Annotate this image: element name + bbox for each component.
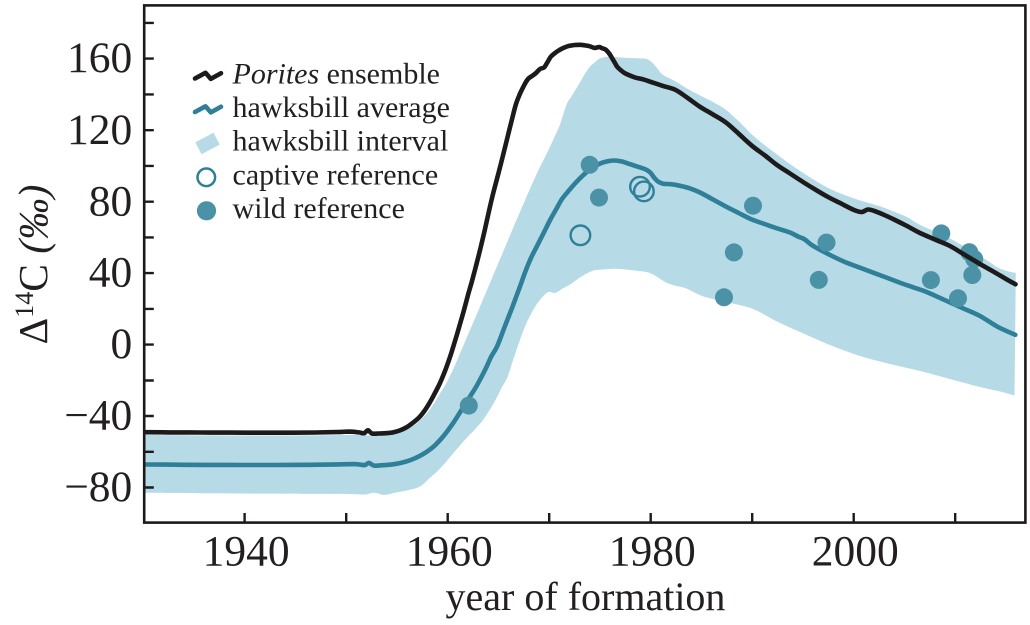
svg-text:captive reference: captive reference <box>233 158 439 191</box>
svg-text:1940: 1940 <box>203 528 290 576</box>
svg-text:year of formation: year of formation <box>446 574 726 619</box>
svg-text:−40: −40 <box>64 392 132 440</box>
svg-text:80: 80 <box>89 177 133 225</box>
svg-text:2000: 2000 <box>812 528 899 576</box>
svg-text:0: 0 <box>111 320 133 368</box>
svg-text:1980: 1980 <box>609 528 696 576</box>
svg-text:1960: 1960 <box>406 528 493 576</box>
svg-text:hawksbill interval: hawksbill interval <box>233 125 449 158</box>
svg-text:120: 120 <box>67 106 132 154</box>
svg-text:Δ14C (‰): Δ14C (‰) <box>10 185 57 345</box>
svg-text:Porites ensemble: Porites ensemble <box>232 58 440 91</box>
svg-text:wild reference: wild reference <box>233 192 405 225</box>
svg-text:40: 40 <box>89 249 133 297</box>
svg-text:hawksbill average: hawksbill average <box>233 91 450 124</box>
svg-text:160: 160 <box>67 34 132 82</box>
svg-text:−80: −80 <box>64 463 132 511</box>
